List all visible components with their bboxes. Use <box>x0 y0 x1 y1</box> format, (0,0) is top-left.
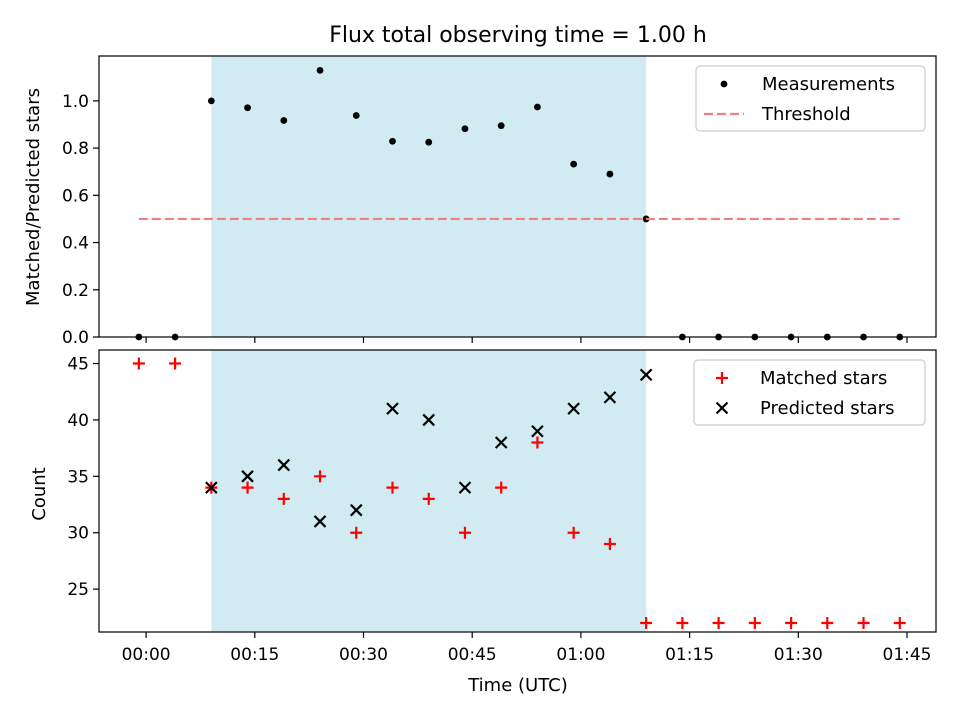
y-tick-label: 0.8 <box>62 139 89 159</box>
measurements-point <box>461 125 469 133</box>
predicted-stars-point <box>313 515 327 528</box>
measurements-point <box>425 138 433 146</box>
predicted-stars-point <box>241 470 254 483</box>
y-tick-label: 30 <box>67 524 89 544</box>
predicted-stars-point <box>458 481 472 494</box>
legend-marker-matched-stars <box>716 372 728 384</box>
predicted-stars-point <box>603 391 617 404</box>
bottom-y-axis-label: Count <box>29 467 50 520</box>
predicted-stars-point <box>422 413 436 427</box>
measurements-point <box>534 103 541 111</box>
axes-frame <box>98 349 937 633</box>
legend-label-threshold: Threshold <box>761 104 851 125</box>
matched-stars-point <box>567 526 580 539</box>
measurements-point <box>606 170 614 178</box>
predicted-stars-point <box>639 368 653 382</box>
predicted-stars-point <box>567 402 580 415</box>
legend-box <box>695 65 926 132</box>
matched-stars-point <box>857 616 870 629</box>
ratio-panel: 0.0 0.2 0.4 0.6 0.8 1.0 Measurements Threshold <box>62 55 937 348</box>
legend-marker-predicted-stars <box>715 401 729 415</box>
axes-frame <box>98 55 937 338</box>
matched-stars-point <box>603 538 616 551</box>
x-tick-label: 00:15 <box>230 645 279 665</box>
legend-label-matched-stars: Matched stars <box>760 368 887 389</box>
matched-stars-point <box>785 616 798 629</box>
matched-stars-point <box>495 481 508 494</box>
measurements-point <box>570 160 578 168</box>
matched-stars-point <box>893 616 906 629</box>
measurements-point <box>352 112 360 119</box>
y-tick-label: 0.4 <box>62 234 89 254</box>
x-tick-label: 01:15 <box>665 645 714 665</box>
y-tick-label: 40 <box>67 411 89 431</box>
x-tick-label: 00:30 <box>339 645 388 665</box>
shaded-span <box>211 350 647 632</box>
y-tick-label: 0.0 <box>62 328 89 348</box>
x-tick-label: 01:45 <box>883 645 932 665</box>
y-tick-label: 25 <box>67 580 89 600</box>
matched-stars-point <box>132 357 145 370</box>
legend-marker-measurements <box>720 80 728 88</box>
top-y-axis-label: Matched/Predicted stars <box>23 88 44 306</box>
matched-stars-point <box>422 492 435 505</box>
measurements-point <box>207 97 215 105</box>
predicted-stars-point <box>349 503 363 517</box>
measurements-point <box>389 137 396 145</box>
predicted-stars-point <box>205 481 218 494</box>
matched-stars-point <box>241 481 254 494</box>
matched-stars-point <box>386 481 399 494</box>
x-axis-label: Time (UTC) <box>467 675 568 696</box>
shaded-span <box>211 56 647 337</box>
matched-stars-point <box>277 492 290 505</box>
matched-stars-point <box>169 357 182 370</box>
legend-label-predicted-stars: Predicted stars <box>760 398 894 419</box>
count-panel: 25 30 35 40 45 00:00 00:15 00:30 00:45 01:00 01:15… <box>67 349 937 665</box>
matched-stars-point <box>314 470 327 483</box>
matched-stars-point <box>676 616 689 629</box>
y-tick-label: 45 <box>67 355 89 375</box>
y-tick-label: 35 <box>67 467 89 487</box>
measurements-point <box>280 117 288 124</box>
x-tick-label: 00:00 <box>122 645 171 665</box>
legend-box <box>693 359 926 426</box>
y-tick-label: 0.6 <box>62 186 89 206</box>
matched-stars-point <box>640 616 653 629</box>
matched-stars-point <box>748 616 761 629</box>
chart-title: Flux total observing time = 1.00 h <box>329 23 707 48</box>
y-tick-label: 1.0 <box>62 92 89 112</box>
matched-stars-point <box>531 436 544 449</box>
matched-stars-point <box>350 526 363 539</box>
y-tick-label: 0.2 <box>62 281 89 301</box>
matched-stars-point <box>458 526 471 539</box>
matched-stars-point <box>712 616 725 629</box>
predicted-stars-point <box>531 424 544 438</box>
x-tick-label: 01:30 <box>774 645 823 665</box>
measurements-point <box>497 122 505 130</box>
x-tick-label: 01:00 <box>556 645 605 665</box>
legend-label-measurements: Measurements <box>762 74 895 95</box>
predicted-stars-point <box>494 436 508 449</box>
predicted-stars-point <box>386 402 399 415</box>
matched-stars-point <box>821 616 834 629</box>
measurements-point <box>244 104 251 112</box>
predicted-stars-point <box>277 458 291 472</box>
x-tick-label: 00:45 <box>448 645 497 665</box>
measurements-point <box>316 67 324 74</box>
